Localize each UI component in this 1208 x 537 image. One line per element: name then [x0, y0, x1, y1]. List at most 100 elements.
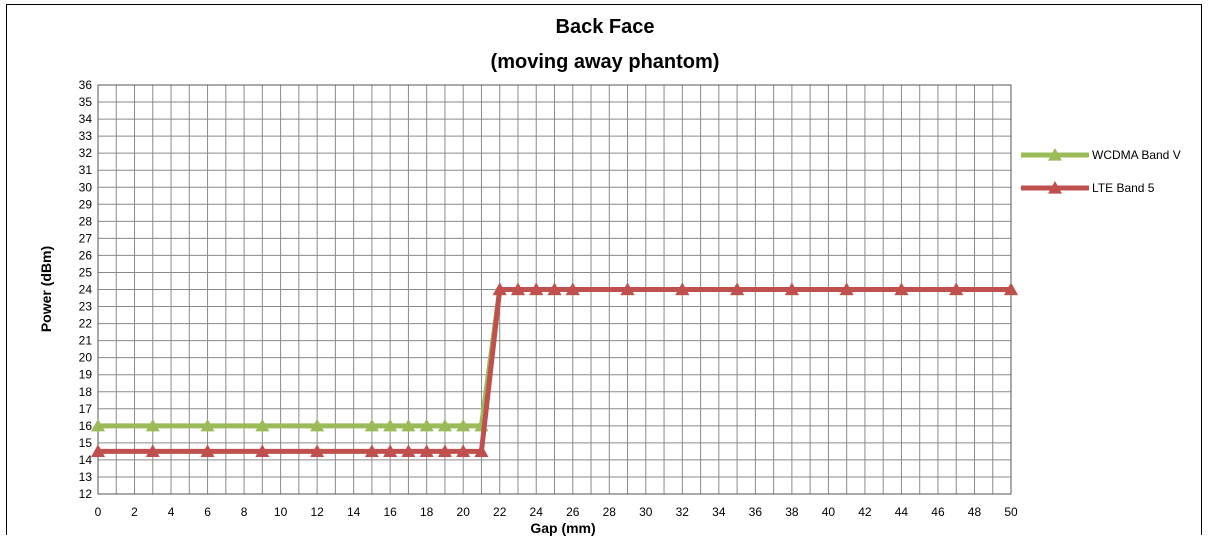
data-point-marker — [456, 418, 471, 432]
x-axis-label: Gap (mm) — [530, 520, 595, 536]
data-point-marker — [474, 444, 489, 457]
legend-marker — [1048, 148, 1062, 161]
y-tick-label: 30 — [79, 180, 93, 194]
data-point-marker — [200, 418, 215, 432]
data-point-marker — [456, 444, 471, 457]
y-tick-label: 17 — [79, 402, 93, 416]
data-point-marker — [784, 282, 799, 296]
x-tick-label: 34 — [712, 505, 726, 519]
y-tick-label: 12 — [79, 487, 93, 501]
data-point-marker — [419, 418, 434, 432]
data-point-marker — [419, 444, 434, 457]
y-axis-ticks: 12 13 14 15 16 17 18 19 20 21 22 23 24 25 26 27 28 29 30 31… — [79, 78, 93, 501]
data-point-marker — [310, 418, 325, 432]
y-tick-label: 29 — [79, 197, 93, 211]
legend-label: LTE Band 5 — [1092, 181, 1155, 195]
y-tick-label: 23 — [79, 300, 93, 314]
y-tick-label: 24 — [79, 283, 93, 297]
data-point-marker — [401, 418, 416, 432]
y-tick-label: 19 — [79, 368, 93, 382]
x-tick-label: 26 — [566, 505, 580, 519]
legend: WCDMA Band V LTE Band 5 — [1021, 148, 1181, 195]
x-tick-label: 12 — [310, 505, 324, 519]
x-tick-label: 40 — [822, 505, 836, 519]
data-point-marker — [529, 282, 544, 296]
data-point-marker — [510, 282, 525, 296]
x-tick-label: 22 — [493, 505, 507, 519]
y-tick-label: 22 — [79, 317, 93, 331]
y-tick-label: 31 — [79, 163, 93, 177]
data-point-marker — [383, 418, 398, 432]
data-point-marker — [145, 418, 160, 432]
data-point-marker — [401, 444, 416, 457]
y-axis-label: Power (dBm) — [38, 246, 54, 332]
y-tick-label: 20 — [79, 351, 93, 365]
x-tick-label: 42 — [858, 505, 872, 519]
y-tick-label: 14 — [79, 453, 93, 467]
data-point-marker — [730, 282, 745, 296]
legend-marker — [1048, 181, 1062, 194]
y-tick-label: 21 — [79, 334, 93, 348]
data-point-marker — [949, 282, 964, 296]
data-point-marker — [547, 282, 562, 296]
x-tick-label: 50 — [1004, 505, 1018, 519]
data-point-marker — [200, 444, 215, 457]
chart-frame: Back Face (moving away phantom) 12 13 14 15… — [6, 4, 1202, 536]
data-point-marker — [91, 444, 105, 457]
x-tick-label: 6 — [204, 505, 211, 519]
x-tick-label: 14 — [347, 505, 361, 519]
data-point-marker — [839, 282, 854, 296]
y-tick-label: 28 — [79, 214, 93, 228]
data-point-marker — [565, 282, 580, 296]
y-tick-label: 33 — [79, 129, 93, 143]
line-chart: Back Face (moving away phantom) 12 13 14 15… — [38, 16, 1181, 536]
data-point-marker — [437, 418, 452, 432]
chart-title: Back Face — [556, 16, 655, 38]
y-tick-label: 27 — [79, 231, 93, 245]
y-tick-label: 15 — [79, 436, 93, 450]
y-tick-label: 13 — [79, 470, 93, 484]
y-tick-label: 35 — [79, 95, 93, 109]
data-point-marker — [1004, 282, 1018, 296]
y-tick-label: 18 — [79, 385, 93, 399]
x-tick-label: 32 — [676, 505, 690, 519]
y-tick-label: 36 — [79, 78, 93, 92]
data-point-marker — [492, 282, 507, 296]
x-tick-label: 2 — [131, 505, 138, 519]
x-tick-label: 18 — [420, 505, 434, 519]
x-tick-label: 4 — [168, 505, 175, 519]
x-tick-label: 8 — [241, 505, 248, 519]
data-point-marker — [437, 444, 452, 457]
x-tick-label: 38 — [785, 505, 799, 519]
y-tick-label: 25 — [79, 265, 93, 279]
data-point-marker — [255, 444, 270, 457]
x-tick-label: 24 — [530, 505, 544, 519]
y-tick-label: 32 — [79, 146, 93, 160]
x-tick-label: 36 — [749, 505, 763, 519]
data-point-marker — [620, 282, 635, 296]
y-tick-label: 34 — [79, 112, 93, 126]
data-point-marker — [364, 444, 379, 457]
data-point-marker — [255, 418, 270, 432]
x-tick-label: 46 — [931, 505, 945, 519]
x-tick-label: 30 — [639, 505, 653, 519]
data-point-marker — [675, 282, 690, 296]
x-tick-label: 10 — [274, 505, 288, 519]
y-tick-label: 26 — [79, 248, 93, 262]
x-tick-label: 48 — [968, 505, 982, 519]
chart-subtitle: (moving away phantom) — [491, 51, 720, 73]
x-tick-label: 0 — [95, 505, 102, 519]
data-point-marker — [145, 444, 160, 457]
x-tick-label: 16 — [383, 505, 397, 519]
legend-label: WCDMA Band V — [1092, 148, 1181, 162]
x-tick-label: 44 — [895, 505, 909, 519]
data-point-marker — [894, 282, 909, 296]
x-tick-label: 20 — [457, 505, 471, 519]
x-axis-ticks: 0 2 4 6 8 10 12 14 16 18 20 22 24 26 28 30 32 34 36 38 40 42 4… — [95, 505, 1018, 519]
data-point-marker — [383, 444, 398, 457]
x-tick-label: 28 — [603, 505, 617, 519]
data-point-marker — [364, 418, 379, 432]
y-tick-label: 16 — [79, 419, 93, 433]
data-point-marker — [310, 444, 325, 457]
data-point-marker — [91, 418, 105, 432]
